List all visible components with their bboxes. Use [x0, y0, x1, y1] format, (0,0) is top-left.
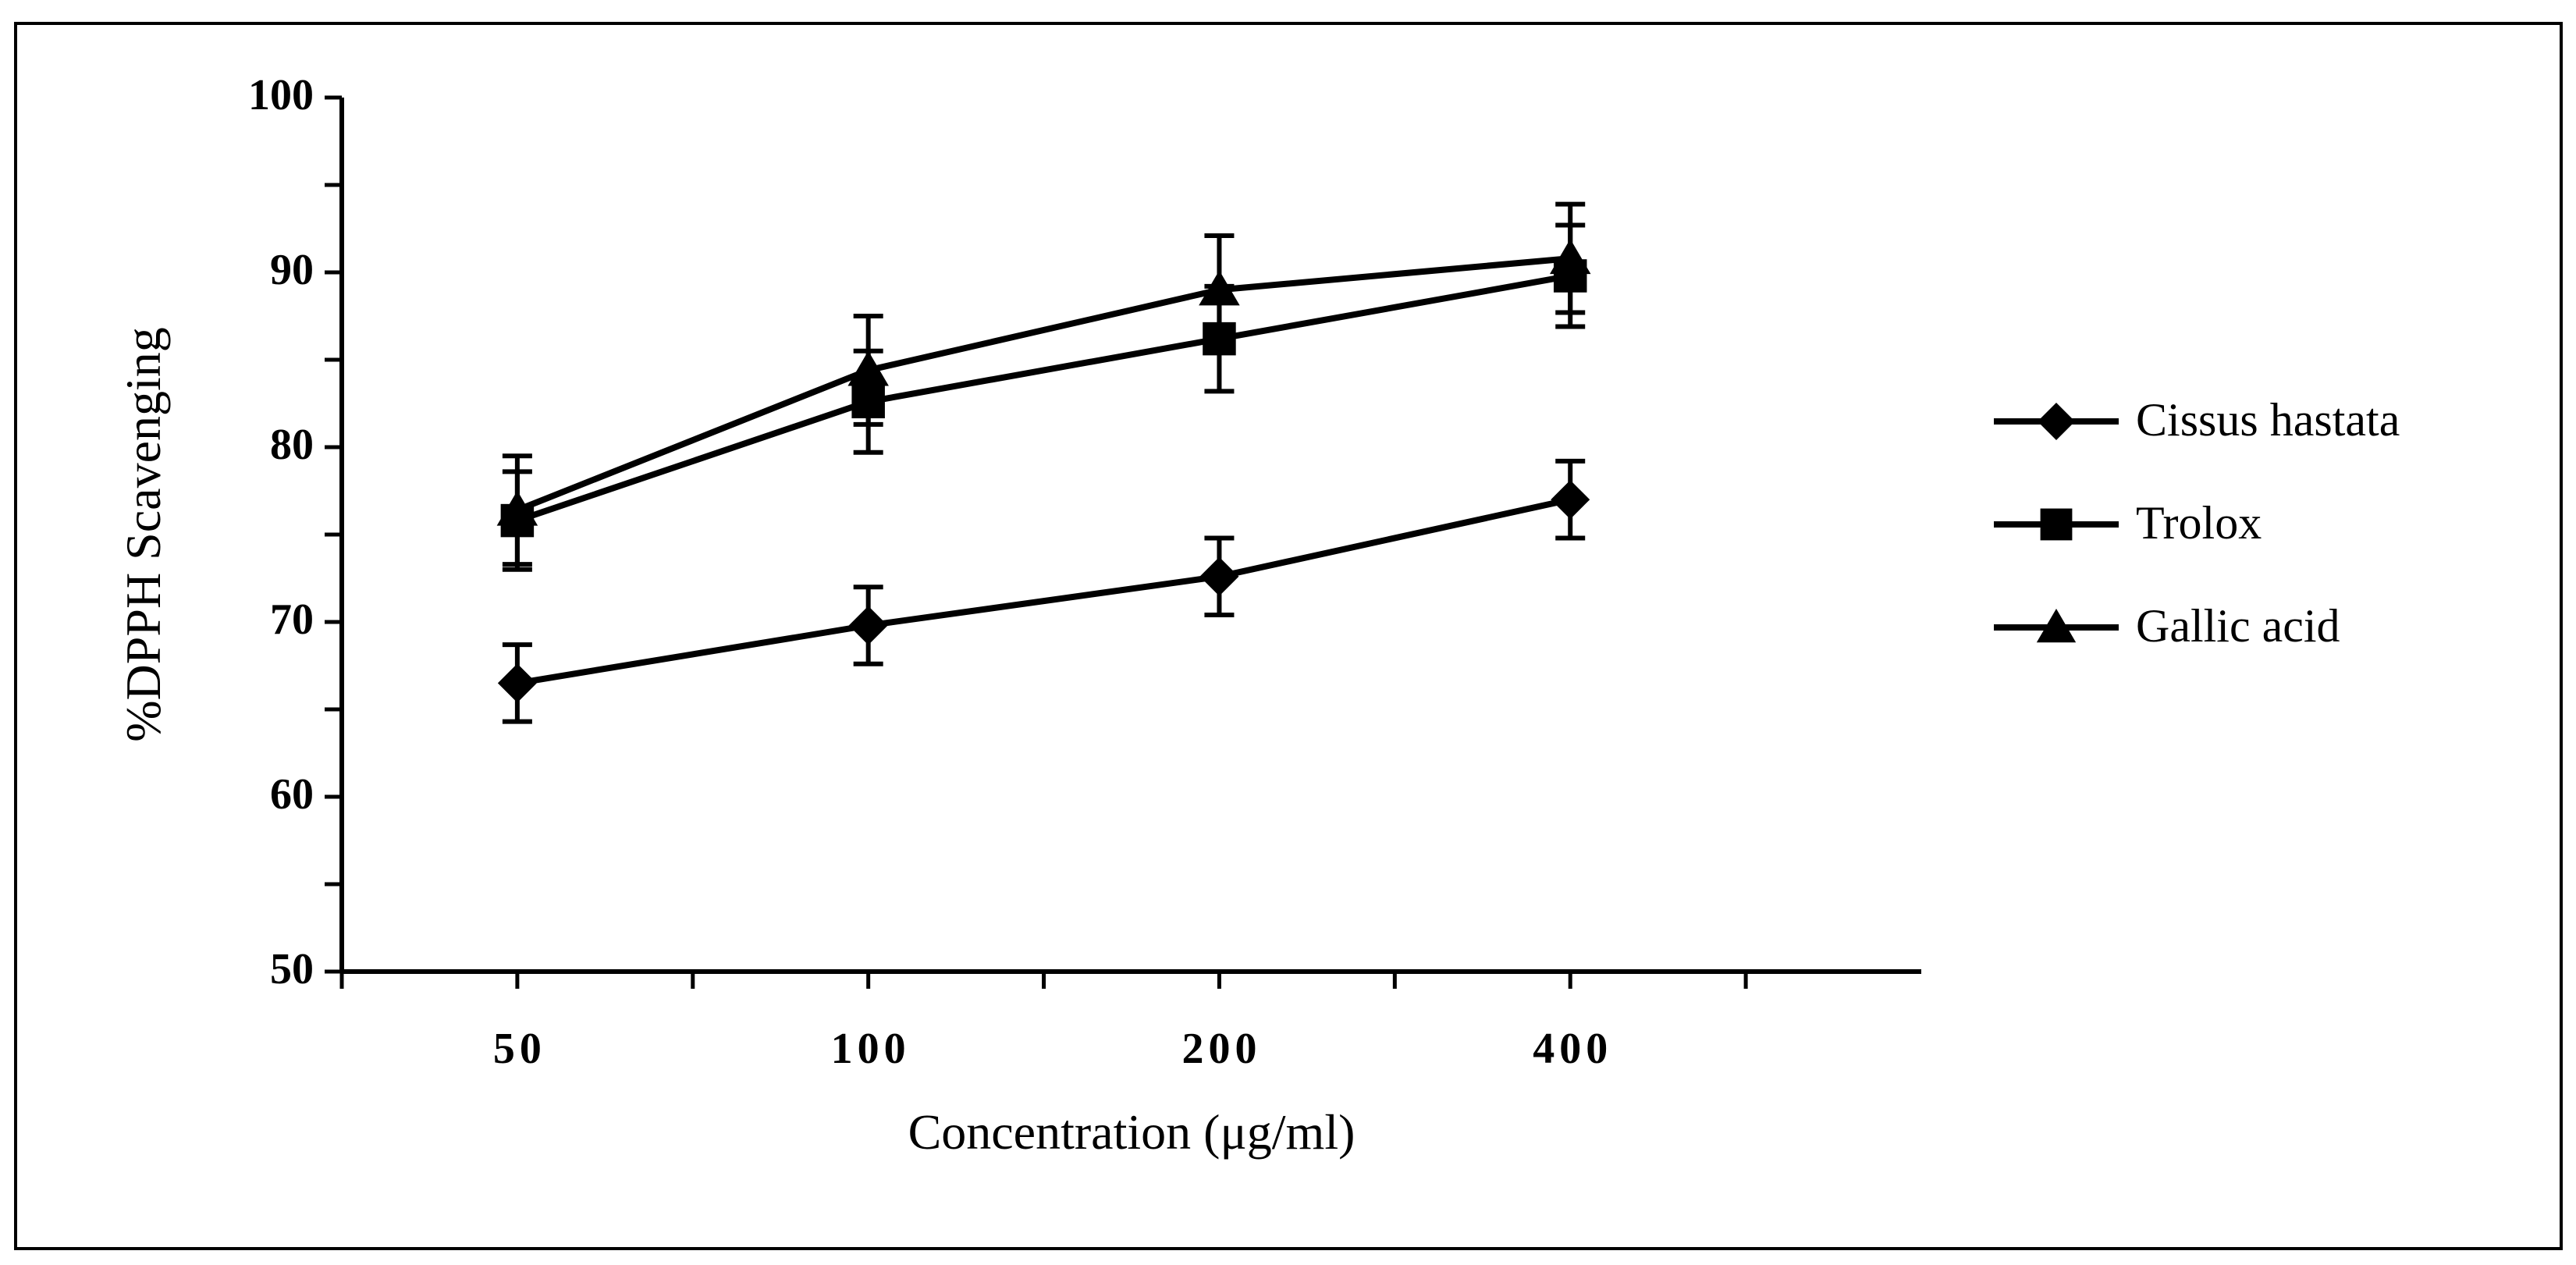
x-axis-title: Concentration (μg/ml) — [908, 1104, 1356, 1160]
point-gallic-acid-100 — [847, 350, 889, 386]
legend-marker-trolox — [2040, 508, 2073, 541]
series-line-gallic-acid — [516, 255, 1571, 513]
y-axis-title: %DPPH Scavenging — [115, 327, 171, 742]
y-tick-label-90: 90 — [270, 246, 314, 294]
y-tick-label-50: 50 — [270, 945, 314, 993]
x-tick-label-200: 200 — [1181, 1025, 1261, 1073]
point-gallic-acid-50 — [496, 490, 538, 526]
chart-frame — [14, 22, 2563, 1250]
legend-item-cissus-hastata: Cissus hastata — [1994, 394, 2400, 446]
legend-swatch-cissus-hastata — [1994, 403, 2119, 440]
legend-item-trolox: Trolox — [1994, 497, 2262, 549]
x-tick-label-50: 50 — [493, 1025, 546, 1073]
x-tick-labels: 50 100 200 400 — [493, 1025, 1612, 1073]
legend-label-gallic-acid: Gallic acid — [2136, 600, 2340, 652]
legend-label-trolox: Trolox — [2136, 497, 2262, 549]
point-gallic-acid-200 — [1199, 270, 1240, 306]
legend-swatch-trolox — [1994, 508, 2119, 541]
point-cissus-hastata-400 — [1551, 480, 1590, 520]
y-tick-label-70: 70 — [270, 595, 314, 644]
point-cissus-hastata-100 — [848, 606, 888, 645]
x-tick-label-400: 400 — [1533, 1025, 1612, 1073]
x-tick-label-100: 100 — [831, 1025, 911, 1073]
y-tick-label-100: 100 — [248, 71, 314, 119]
series-line-trolox — [516, 272, 1571, 524]
y-tick-label-60: 60 — [270, 770, 314, 819]
legend-marker-cissus-hastata — [2038, 403, 2075, 440]
series-gallic-acid — [496, 201, 1591, 567]
legend-swatch-gallic-acid — [1994, 609, 2119, 643]
legend-label-cissus-hastata: Cissus hastata — [2136, 394, 2400, 446]
legend-item-gallic-acid: Gallic acid — [1994, 600, 2340, 652]
point-cissus-hastata-50 — [497, 663, 537, 703]
x-axis: 50 100 200 400 Concentration (μg/ml) — [339, 969, 1921, 1160]
x-ticks — [339, 972, 1748, 989]
y-tick-label-80: 80 — [270, 421, 314, 469]
legend-marker-gallic-acid — [2036, 609, 2077, 643]
point-gallic-acid-400 — [1549, 239, 1591, 275]
series-line-cissus-hastata — [517, 496, 1572, 687]
y-axis: 50 60 70 80 90 100 %DPPH Scavenging — [115, 71, 344, 993]
y-ticks — [325, 95, 342, 974]
y-tick-labels: 50 60 70 80 90 100 — [248, 71, 314, 993]
plot-area — [496, 201, 1591, 724]
series-cissus-hastata — [497, 458, 1590, 724]
legend: Cissus hastata Trolox Gallic acid — [1994, 394, 2400, 652]
point-cissus-hastata-200 — [1199, 556, 1239, 596]
